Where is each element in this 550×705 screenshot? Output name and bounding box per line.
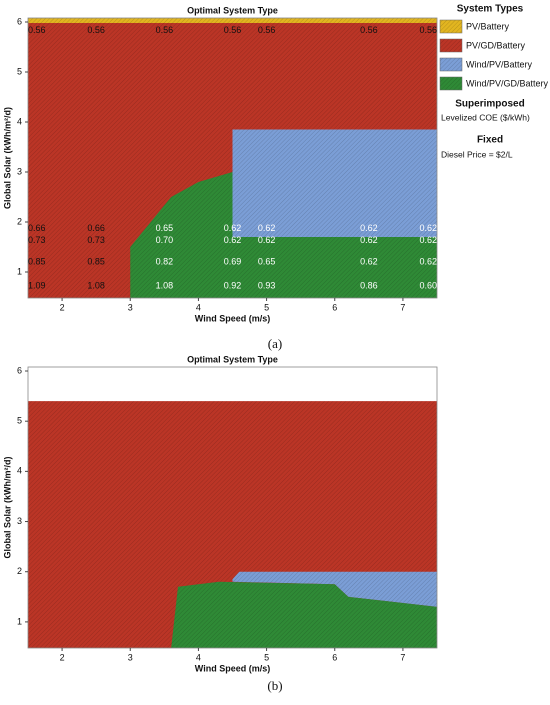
region [28,18,437,23]
plot-frame [27,366,438,649]
x-tick-label: 6 [332,302,337,312]
coe-label: 0.62 [258,235,276,245]
x-tick-label: 2 [60,302,65,312]
coe-label: 0.69 [224,256,242,266]
coe-label: 0.62 [224,223,242,233]
x-axis-label: Wind Speed (m/s) [195,313,270,323]
coe-label: 0.62 [258,223,276,233]
coe-label: 0.70 [156,235,174,245]
caption: (b) [267,678,282,693]
y-tick-label: 6 [17,16,22,26]
chart-title: Optimal System Type [187,5,278,15]
plot-frame [27,17,438,299]
coe-label: 0.73 [28,235,46,245]
y-axis-label: Global Solar (kWh/m²/d) [2,107,12,209]
coe-label: 0.62 [360,256,378,266]
y-tick-label: 4 [17,466,22,476]
x-tick-label: 2 [60,652,65,662]
coe-label: 0.73 [87,235,105,245]
x-tick-label: 7 [400,652,405,662]
x-tick-label: 7 [400,302,405,312]
coe-label: 0.66 [28,223,46,233]
coe-label: 0.65 [156,223,174,233]
x-tick-label: 3 [128,652,133,662]
coe-label: 0.62 [360,235,378,245]
coe-label: 0.85 [28,256,46,266]
legend-title: System Types [457,4,524,15]
coe-label: 0.56 [224,25,242,35]
coe-label: 0.60 [419,280,437,290]
y-tick-label: 2 [17,216,22,226]
legend-label: PV/Battery [466,21,510,31]
coe-label: 0.56 [360,25,378,35]
y-axis-label: Global Solar (kWh/m²/d) [2,456,12,558]
legend-label: Wind/PV/Battery [466,59,533,69]
y-tick-label: 6 [17,365,22,375]
coe-label: 0.92 [224,280,242,290]
region [232,571,437,607]
coe-label: 0.56 [258,25,276,35]
coe-label: 0.56 [28,25,46,35]
caption: (a) [268,336,282,351]
coe-label: 0.85 [87,256,105,266]
coe-label: 0.62 [419,223,437,233]
coe-label: 1.08 [87,280,105,290]
coe-label: 0.86 [360,280,378,290]
coe-label: 0.82 [156,256,174,266]
x-tick-label: 4 [196,302,201,312]
coe-label: 1.08 [156,280,174,290]
superimposed-label: Levelized COE ($/kWh) [441,112,530,122]
coe-label: 0.65 [258,256,276,266]
x-tick-label: 4 [196,652,201,662]
y-tick-label: 5 [17,416,22,426]
chart-title: Optimal System Type [187,354,278,364]
y-tick-label: 4 [17,116,22,126]
coe-label: 0.62 [419,235,437,245]
coe-label: 0.62 [360,223,378,233]
region [171,581,437,648]
y-tick-label: 3 [17,516,22,526]
legend-label: Wind/PV/GD/Battery [466,78,549,88]
legend-swatch [439,38,463,53]
coe-label: 0.56 [419,25,437,35]
y-tick-label: 1 [17,266,22,276]
coe-label: 0.56 [87,25,105,35]
y-tick-label: 2 [17,566,22,576]
region [130,172,437,298]
x-axis-label: Wind Speed (m/s) [195,663,270,673]
y-tick-label: 3 [17,166,22,176]
legend-swatch [439,76,463,91]
y-tick-label: 5 [17,66,22,76]
superimposed-title: Superimposed [455,99,524,110]
coe-label: 0.62 [419,256,437,266]
coe-label: 0.66 [87,223,105,233]
coe-label: 0.93 [258,280,276,290]
x-tick-label: 3 [128,302,133,312]
legend-label: PV/GD/Battery [466,40,526,50]
x-tick-label: 6 [332,652,337,662]
x-tick-label: 5 [264,652,269,662]
fixed-label: Diesel Price = $2/L [441,149,513,159]
coe-label: 0.62 [224,235,242,245]
region [232,129,437,237]
fixed-title: Fixed [477,135,503,146]
coe-label: 0.56 [156,25,174,35]
coe-label: 1.09 [28,280,46,290]
legend-swatch [439,19,463,34]
legend-swatch [439,57,463,72]
x-tick-label: 5 [264,302,269,312]
y-tick-label: 1 [17,616,22,626]
